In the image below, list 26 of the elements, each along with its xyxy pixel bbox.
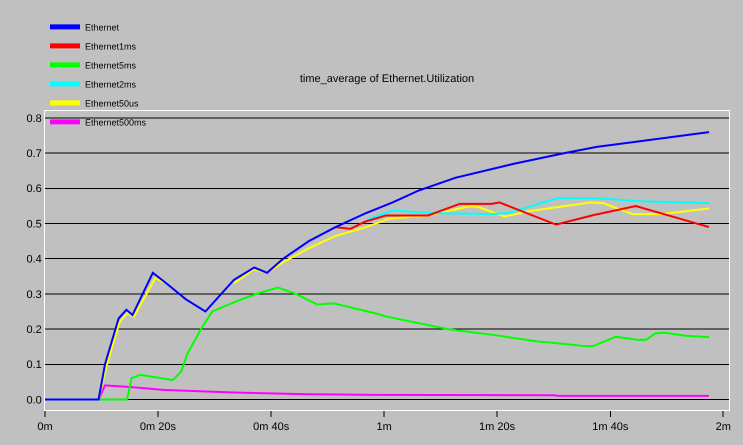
- legend-label: Ethernet50us: [85, 98, 140, 108]
- line-series: [365, 197, 710, 222]
- y-tick-label: 0.4: [26, 254, 42, 266]
- x-tick-label: 0m: [37, 421, 53, 434]
- x-tick-label: 1m 20s: [479, 421, 516, 434]
- legend-label: Ethernet2ms: [85, 79, 137, 90]
- y-tick-label: 0.3: [26, 288, 42, 301]
- x-tick-label: 1m: [376, 421, 392, 434]
- y-tick-label: 0.2: [26, 324, 42, 336]
- y-tick-label: 0.5: [26, 218, 42, 230]
- y-tick-label: 0.1: [26, 359, 42, 372]
- legend-label: Ethernet1ms: [85, 41, 137, 52]
- legend-label: Ethernet5ms: [85, 60, 137, 70]
- line-series: [334, 201, 710, 230]
- line-series: [45, 131, 710, 400]
- y-tick-label: 0.6: [26, 183, 42, 196]
- x-tick-label: 0m 20s: [140, 421, 176, 434]
- y-tick-label: 0.0: [26, 394, 42, 406]
- legend-label: Ethernet: [85, 22, 120, 32]
- legend-label: Ethernet500ms: [85, 117, 147, 128]
- chart-title: time_average of Ethernet.Utilization: [300, 72, 474, 85]
- y-tick-label: 0.8: [26, 112, 42, 125]
- y-tick-label: 0.7: [26, 148, 42, 160]
- x-tick-label: 0m 40s: [253, 421, 290, 434]
- x-tick-label: 1m 40s: [592, 421, 629, 434]
- x-tick-label: 2m: [716, 421, 731, 434]
